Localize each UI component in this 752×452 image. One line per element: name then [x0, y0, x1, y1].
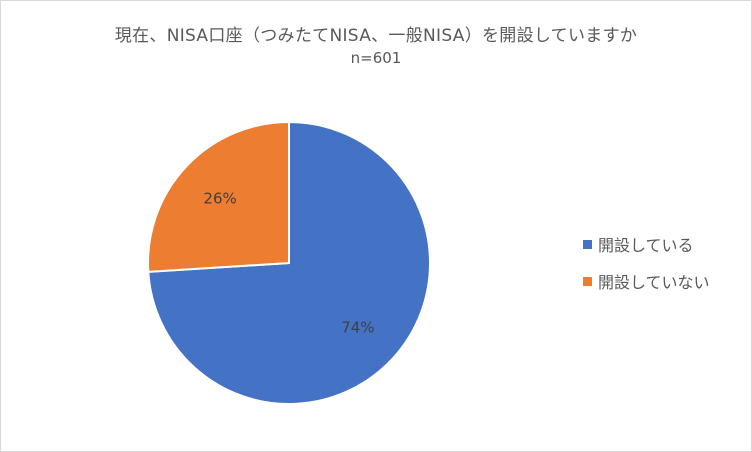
chart-title: 現在、NISA口座（つみたてNISA、一般NISA）を開設していますか: [114, 26, 638, 46]
chart-subtitle: n=601: [350, 49, 402, 67]
legend-item-opened: 開設している: [583, 233, 710, 255]
legend-item-not-opened: 開設していない: [583, 270, 710, 292]
data-label-not-opened: 26%: [203, 189, 236, 207]
legend-swatch-opened: [583, 239, 592, 249]
data-label-opened: 74%: [341, 319, 374, 337]
legend-label-opened: 開設している: [598, 236, 694, 255]
legend-swatch-not-opened: [583, 276, 592, 286]
legend-label-not-opened: 開設していない: [598, 273, 710, 292]
slice-not-opened: [147, 120, 290, 273]
legend: 開設している 開設していない: [583, 233, 710, 307]
